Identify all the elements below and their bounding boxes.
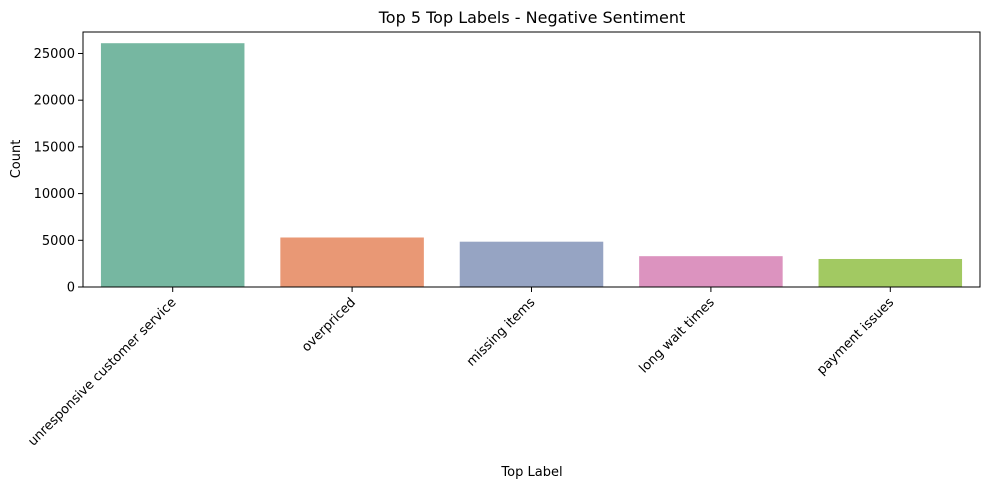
bar [280, 237, 424, 287]
chart-title: Top 5 Top Labels - Negative Sentiment [378, 8, 685, 27]
x-tick-label: long wait times [637, 295, 718, 376]
bar [818, 258, 963, 287]
y-tick-label: 5000 [42, 234, 75, 249]
x-tick-label: payment issues [814, 295, 897, 378]
y-tick-label: 0 [67, 281, 75, 296]
x-tick-label: overpriced [299, 295, 359, 355]
x-tick-label: missing items [464, 295, 539, 370]
y-tick-label: 20000 [34, 94, 75, 109]
plot-area: 0 5000 10000 15000 20000 25000 unresponsive cu… [25, 31, 981, 449]
y-tick-label: 25000 [34, 47, 75, 62]
y-axis-label: Count [9, 140, 24, 179]
x-axis-label: Top Label [500, 465, 562, 480]
bar [459, 241, 604, 287]
y-tick-label: 10000 [34, 187, 75, 202]
bar [639, 256, 783, 287]
y-tick-label: 15000 [34, 140, 75, 155]
x-tick-label: unresponsive customer service [25, 295, 179, 449]
bar [100, 43, 245, 288]
